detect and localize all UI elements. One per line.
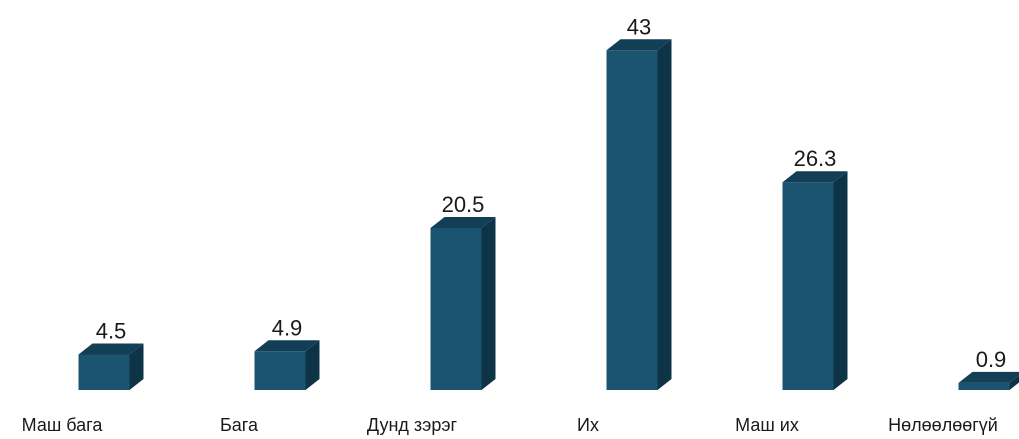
bar-top: [78, 343, 144, 355]
category-axis-labels: Маш бага Бага Дунд зэрэг Их Маш их Нөлөөлөөгү…: [22, 415, 998, 435]
category-tick-label: Маш бага: [22, 415, 104, 435]
bar-front: [606, 50, 658, 391]
bar-top: [782, 171, 848, 183]
bar-value-label: 0.9: [976, 347, 1007, 372]
bar-front: [254, 351, 306, 390]
bar-top: [958, 371, 1019, 383]
bar-side: [305, 340, 320, 390]
value-labels-group: 4.5 4.9 20.5 43 26.3 0.9: [96, 14, 1007, 372]
bars-group: [78, 39, 1019, 391]
bar: [254, 340, 320, 390]
category-tick-label: Нөлөөлөөгүй: [888, 415, 998, 435]
bar-side: [481, 217, 496, 390]
bar: [430, 217, 496, 390]
bar: [78, 343, 144, 390]
bar-side: [129, 343, 144, 390]
bar-value-label: 4.9: [272, 315, 303, 340]
bar-front: [782, 182, 834, 390]
category-tick-label: Бага: [220, 415, 259, 435]
category-tick-label: Их: [577, 415, 599, 435]
category-tick-label: Дунд зэрэг: [367, 415, 458, 435]
bar-front: [78, 354, 130, 390]
bar-value-label: 4.5: [96, 318, 127, 343]
bar-front: [430, 228, 482, 390]
bar-front: [958, 382, 1010, 390]
bar-top: [254, 340, 320, 352]
bar-side: [657, 39, 672, 391]
bar-side: [1009, 375, 1019, 390]
bar-top: [606, 39, 672, 51]
bar-value-label: 20.5: [442, 192, 485, 217]
bar: [606, 39, 672, 391]
bar: [782, 171, 848, 390]
bar: [958, 371, 1019, 390]
bar-value-label: 26.3: [794, 146, 837, 171]
bar-side: [833, 171, 848, 390]
bar-value-label: 43: [627, 14, 651, 39]
category-tick-label: Маш их: [735, 415, 799, 435]
bar-top: [430, 217, 496, 229]
